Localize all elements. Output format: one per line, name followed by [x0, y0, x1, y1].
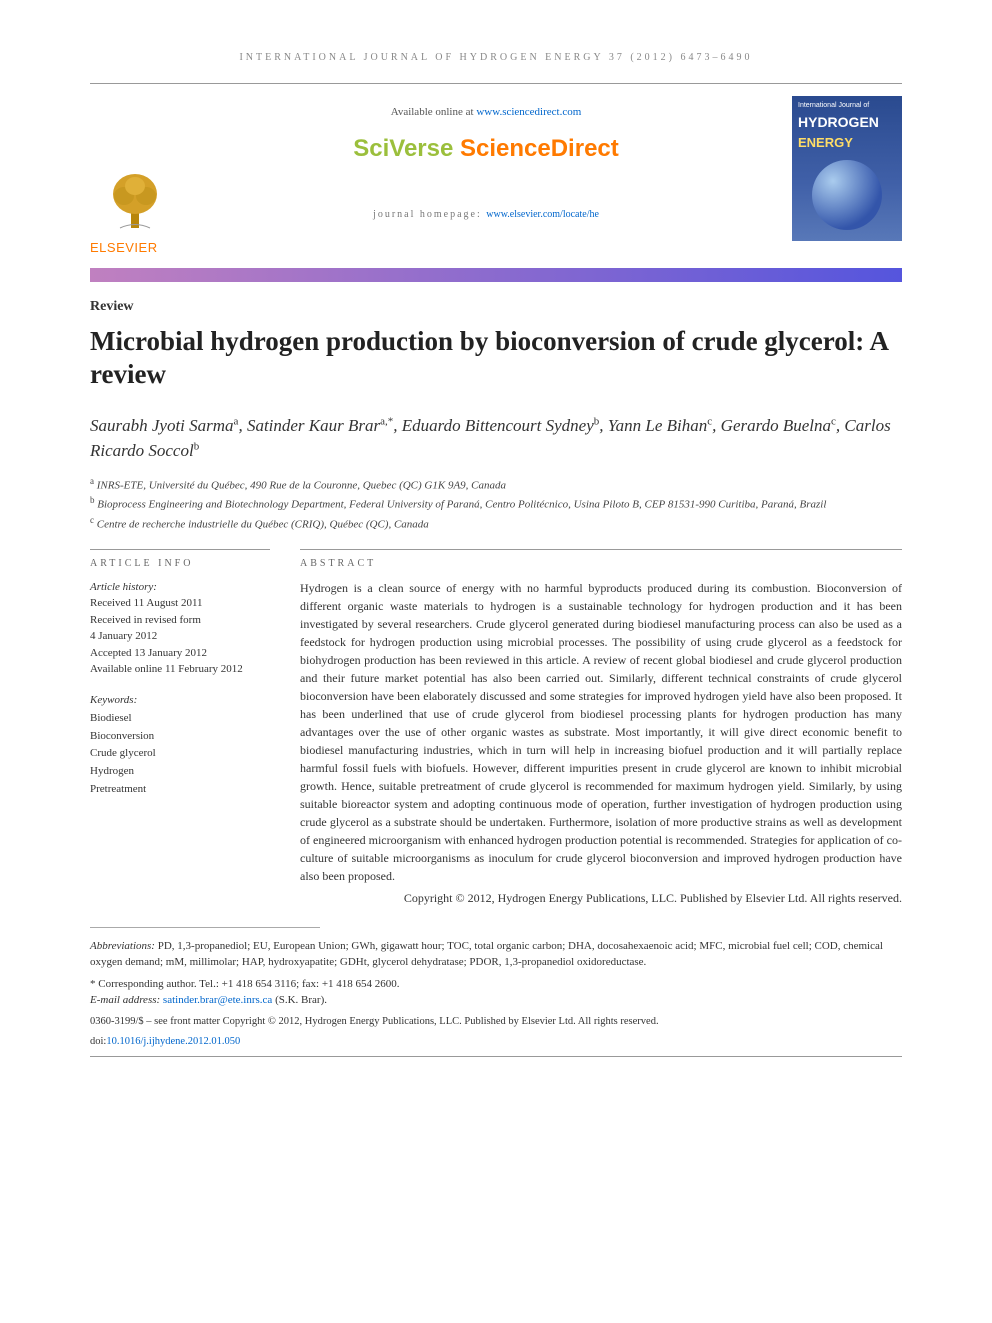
sciencedirect-text: ScienceDirect	[453, 135, 618, 162]
available-online: Available online at www.sciencedirect.co…	[200, 104, 772, 121]
abbrev-label: Abbreviations:	[90, 940, 155, 952]
footnotes: Abbreviations: PD, 1,3-propanediol; EU, …	[90, 938, 902, 1050]
top-rule	[90, 83, 902, 84]
affiliation-list: a INRS-ETE, Université du Québec, 490 Ru…	[90, 475, 902, 532]
journal-cover: International Journal of HYDROGEN ENERGY	[792, 96, 902, 241]
doi-link[interactable]: 10.1016/j.ijhydene.2012.01.050	[106, 1036, 240, 1047]
keyword: Bioconversion	[90, 728, 270, 746]
article-type: Review	[90, 296, 902, 317]
abbrev-text: PD, 1,3-propanediol; EU, European Union;…	[90, 940, 883, 969]
article-info-head: ARTICLE INFO	[90, 549, 270, 571]
abstract-head: ABSTRACT	[300, 549, 902, 571]
elsevier-tree-icon	[100, 166, 170, 236]
abstract-body: Hydrogen is a clean source of energy wit…	[300, 579, 902, 885]
email-label: E-mail address:	[90, 994, 163, 1006]
article-title: Microbial hydrogen production by bioconv…	[90, 325, 902, 393]
header-middle: Available online at www.sciencedirect.co…	[200, 96, 772, 222]
email-line: E-mail address: satinder.brar@ete.inrs.c…	[90, 992, 902, 1009]
history-item: 4 January 2012	[90, 628, 270, 645]
affiliation: a INRS-ETE, Université du Québec, 490 Ru…	[90, 475, 902, 494]
history-label: Article history:	[90, 579, 270, 596]
affiliation: c Centre de recherche industrielle du Qu…	[90, 514, 902, 533]
sciverse-sciencedirect-logo: SciVerse ScienceDirect	[200, 131, 772, 167]
keyword: Pretreatment	[90, 781, 270, 799]
keyword: Hydrogen	[90, 763, 270, 781]
history-item: Accepted 13 January 2012	[90, 645, 270, 662]
info-abstract-row: ARTICLE INFO Article history:Received 11…	[90, 549, 902, 907]
affiliation: b Bioprocess Engineering and Biotechnolo…	[90, 494, 902, 513]
homepage-prefix: journal homepage:	[373, 209, 486, 220]
cover-supertitle: International Journal of	[798, 102, 896, 110]
abbreviations: Abbreviations: PD, 1,3-propanediol; EU, …	[90, 938, 902, 971]
doi-label: doi:	[90, 1036, 106, 1047]
cover-globe-icon	[812, 160, 882, 230]
keywords-list: BiodieselBioconversionCrude glycerolHydr…	[90, 710, 270, 798]
color-bar	[90, 268, 902, 282]
corresponding-author: * Corresponding author. Tel.: +1 418 654…	[90, 976, 902, 993]
sciverse-text: SciVerse	[353, 135, 453, 162]
author-list: Saurabh Jyoti Sarmaa, Satinder Kaur Brar…	[90, 414, 902, 463]
cover-title-2: ENERGY	[798, 133, 896, 153]
keyword: Biodiesel	[90, 710, 270, 728]
abstract-copyright: Copyright © 2012, Hydrogen Energy Public…	[300, 889, 902, 907]
email-after: (S.K. Brar).	[272, 994, 327, 1006]
footnote-divider	[90, 927, 320, 928]
publisher-logo: ELSEVIER	[90, 166, 180, 258]
publisher-name: ELSEVIER	[90, 238, 180, 258]
journal-homepage: journal homepage: www.elsevier.com/locat…	[200, 207, 772, 222]
keywords-label: Keywords:	[90, 692, 270, 709]
history-item: Received in revised form	[90, 612, 270, 629]
history-item: Available online 11 February 2012	[90, 661, 270, 678]
email-link[interactable]: satinder.brar@ete.inrs.ca	[163, 994, 272, 1006]
keyword: Crude glycerol	[90, 745, 270, 763]
running-head: INTERNATIONAL JOURNAL OF HYDROGEN ENERGY…	[90, 50, 902, 65]
article-info: ARTICLE INFO Article history:Received 11…	[90, 549, 270, 907]
homepage-link[interactable]: www.elsevier.com/locate/he	[486, 209, 599, 220]
available-prefix: Available online at	[391, 106, 477, 118]
article-history: Article history:Received 11 August 2011R…	[90, 579, 270, 678]
issn-copyright: 0360-3199/$ – see front matter Copyright…	[90, 1015, 902, 1030]
abstract: ABSTRACT Hydrogen is a clean source of e…	[300, 549, 902, 907]
history-item: Received 11 August 2011	[90, 595, 270, 612]
bottom-rule	[90, 1056, 902, 1057]
sciencedirect-link[interactable]: www.sciencedirect.com	[476, 106, 581, 118]
doi-line: doi:10.1016/j.ijhydene.2012.01.050	[90, 1035, 902, 1050]
header-block: ELSEVIER Available online at www.science…	[90, 96, 902, 258]
cover-title-1: HYDROGEN	[798, 112, 896, 133]
